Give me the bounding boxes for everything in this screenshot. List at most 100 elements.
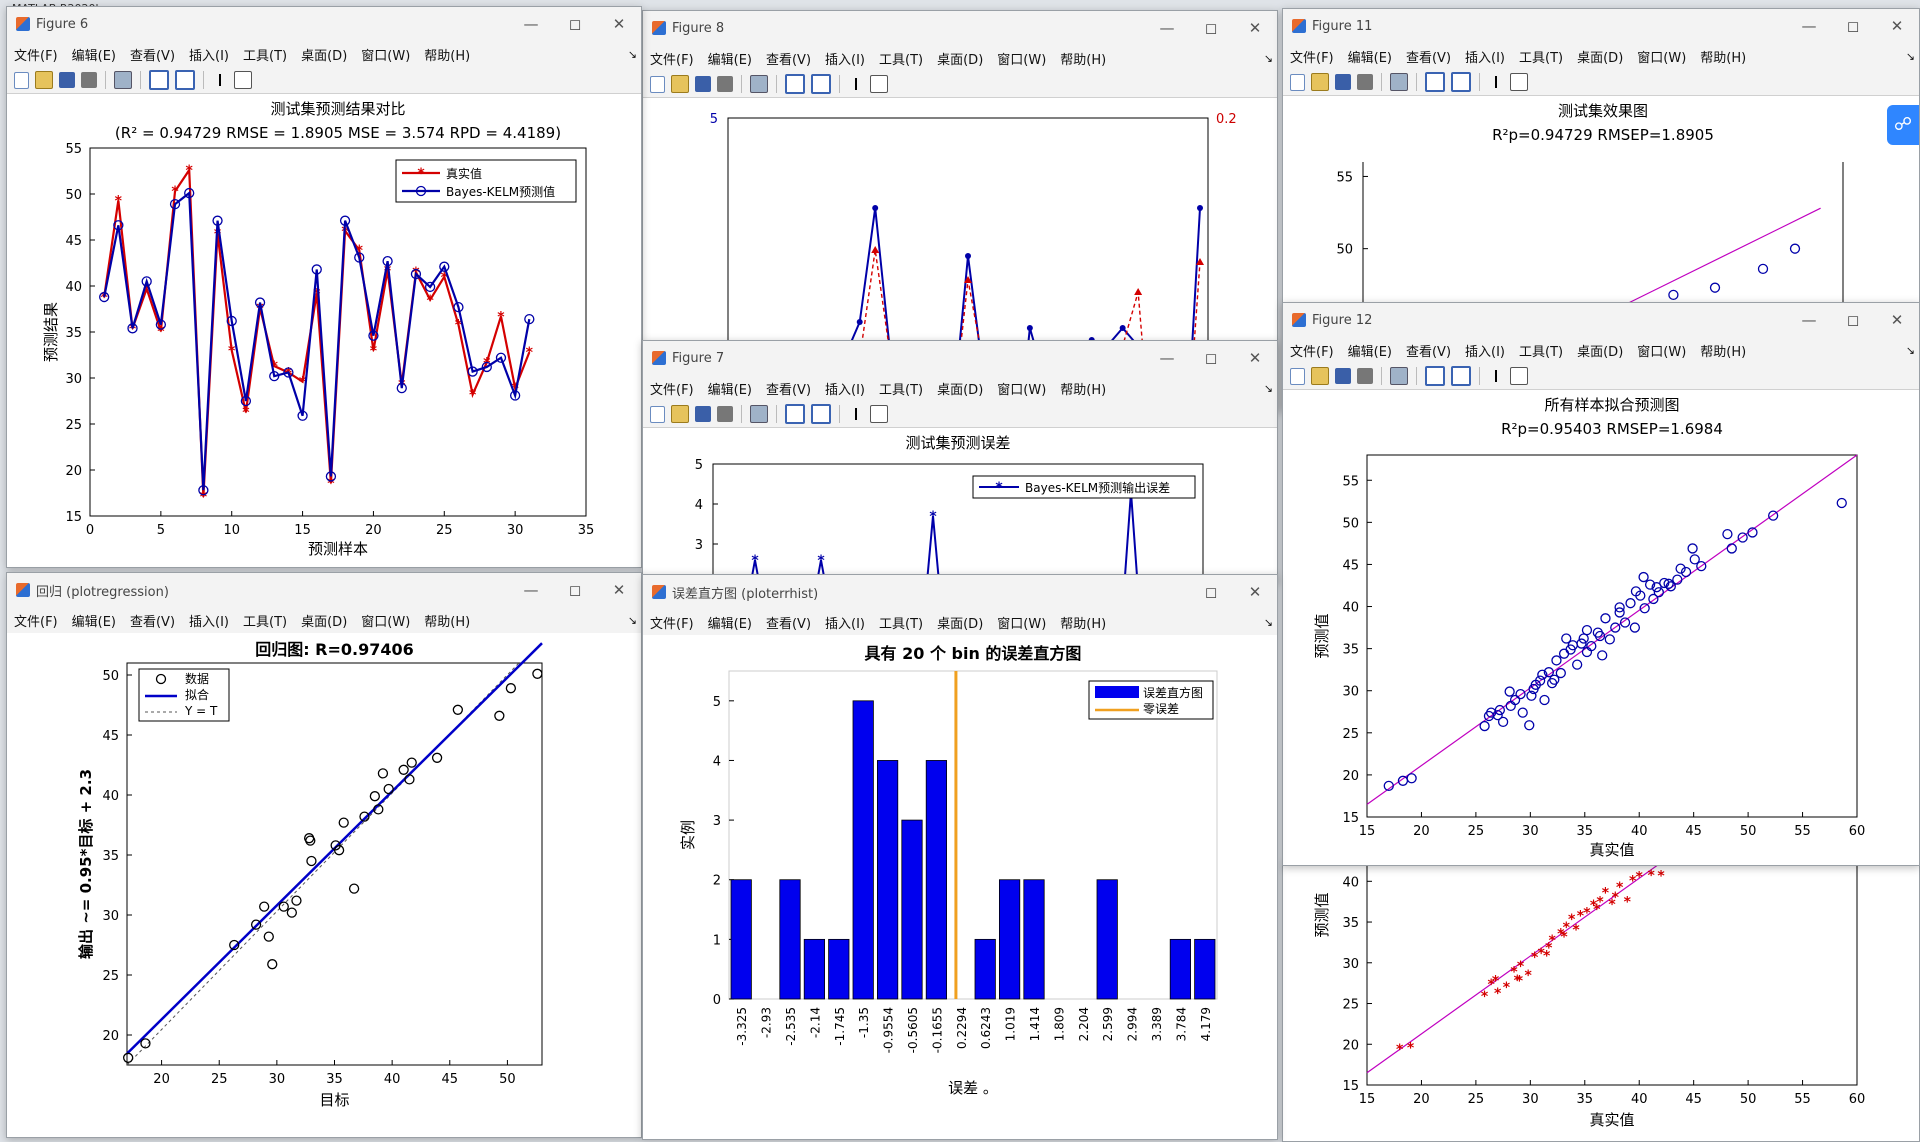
maximize-button[interactable]: ◻ [1204,19,1218,37]
menu-item-4[interactable]: 工具(T) [243,614,288,630]
save-icon[interactable] [695,76,711,92]
menu-item-7[interactable]: 帮助(H) [1060,52,1107,68]
menu-item-1[interactable]: 编辑(E) [1347,344,1392,360]
menu-item-3[interactable]: 插入(I) [189,48,230,64]
print-icon[interactable] [81,72,97,88]
close-button[interactable]: ✕ [1890,17,1904,35]
layout-icon[interactable] [149,70,169,90]
menu-item-0[interactable]: 文件(F) [14,48,58,64]
menu-item-1[interactable]: 编辑(E) [707,382,752,398]
menu-item-5[interactable]: 桌面(D) [1577,50,1624,66]
window-icon[interactable] [750,75,768,93]
new-file-icon[interactable] [234,71,252,89]
menu-item-6[interactable]: 窗口(W) [997,382,1047,398]
new-file-icon[interactable] [870,405,888,423]
menu-item-2[interactable]: 查看(V) [129,48,176,64]
figure-7-window[interactable]: Figure 7 — ◻ ✕ 文件(F) 编辑(E) 查看(V) 插入(I) 工具(T) 桌面(… [642,340,1278,582]
close-button[interactable]: ✕ [1890,311,1904,329]
minimize-button[interactable]: — [1801,17,1817,35]
menu-item-2[interactable]: 查看(V) [765,382,812,398]
pointer-icon[interactable] [1451,366,1471,386]
menu-item-5[interactable]: 桌面(D) [937,382,984,398]
menu-item-7[interactable]: 帮助(H) [1060,616,1107,632]
new-file-icon[interactable] [650,405,665,423]
figure-6-window[interactable]: Figure 6 — ◻ ✕ 文件(F) 编辑(E) 查看(V) 插入(I) 工具(T) 桌面(… [6,6,642,568]
open-folder-icon[interactable] [671,75,689,93]
pointer-icon[interactable] [811,74,831,94]
menu-item-1[interactable]: 编辑(E) [71,48,116,64]
menu-item-5[interactable]: 桌面(D) [937,616,984,632]
open-folder-icon[interactable] [1311,73,1329,91]
menu-item-2[interactable]: 查看(V) [765,52,812,68]
menu-overflow-icon[interactable]: ↘ [1905,343,1915,357]
menu-item-4[interactable]: 工具(T) [1519,50,1564,66]
close-button[interactable]: ✕ [1248,19,1262,37]
new-file-icon[interactable] [1290,367,1305,385]
new-file-icon[interactable] [1510,367,1528,385]
menu-overflow-icon[interactable]: ↘ [1263,381,1273,395]
menu-item-4[interactable]: 工具(T) [1519,344,1564,360]
layout-icon[interactable] [1425,72,1445,92]
layout-icon[interactable] [785,74,805,94]
new-file-icon[interactable] [870,75,888,93]
pointer-icon[interactable] [1451,72,1471,92]
menu-item-7[interactable]: 帮助(H) [424,614,471,630]
menu-item-1[interactable]: 编辑(E) [707,616,752,632]
menu-item-0[interactable]: 文件(F) [1290,50,1334,66]
menu-item-7[interactable]: 帮助(H) [1700,344,1747,360]
menu-item-1[interactable]: 编辑(E) [707,52,752,68]
menu-overflow-icon[interactable]: ↘ [1263,615,1273,629]
menu-item-1[interactable]: 编辑(E) [1347,50,1392,66]
menu-item-5[interactable]: 桌面(D) [937,52,984,68]
menu-item-0[interactable]: 文件(F) [14,614,58,630]
insert-icon[interactable] [848,76,864,92]
save-icon[interactable] [1335,368,1351,384]
new-file-icon[interactable] [1510,73,1528,91]
close-button[interactable]: ✕ [612,581,626,599]
window-icon[interactable] [114,71,132,89]
maximize-button[interactable]: ◻ [1846,311,1860,329]
minimize-button[interactable]: — [523,581,539,599]
insert-icon[interactable] [212,72,228,88]
regression-window[interactable]: 回归 (plotregression) — ◻ ✕ 文件(F) 编辑(E) 查看(V) 插入… [6,572,642,1138]
menu-item-5[interactable]: 桌面(D) [301,48,348,64]
title-bar[interactable]: 回归 (plotregression) — ◻ ✕ [7,573,641,607]
open-folder-icon[interactable] [35,71,53,89]
menu-item-6[interactable]: 窗口(W) [361,48,411,64]
minimize-button[interactable]: — [1159,349,1175,367]
menu-item-0[interactable]: 文件(F) [650,52,694,68]
menu-overflow-icon[interactable]: ↘ [1263,51,1273,65]
new-file-icon[interactable] [1290,73,1305,91]
window-icon[interactable] [1390,367,1408,385]
close-button[interactable]: ✕ [1248,583,1262,601]
insert-icon[interactable] [1488,368,1504,384]
save-icon[interactable] [695,406,711,422]
error-histogram-window[interactable]: 误差直方图 (ploterrhist) ◻ ✕ 文件(F) 编辑(E) 查看(V) 插入(… [642,574,1278,1140]
menu-overflow-icon[interactable]: ↘ [627,613,637,627]
close-button[interactable]: ✕ [1248,349,1262,367]
new-file-icon[interactable] [650,75,665,93]
maximize-button[interactable]: ◻ [1204,583,1218,601]
menu-item-6[interactable]: 窗口(W) [1637,344,1687,360]
menu-item-2[interactable]: 查看(V) [129,614,176,630]
menu-item-1[interactable]: 编辑(E) [71,614,116,630]
menu-item-6[interactable]: 窗口(W) [1637,50,1687,66]
menu-item-2[interactable]: 查看(V) [1405,50,1452,66]
menu-item-6[interactable]: 窗口(W) [997,52,1047,68]
menu-item-4[interactable]: 工具(T) [879,52,924,68]
pointer-icon[interactable] [811,404,831,424]
menu-item-2[interactable]: 查看(V) [765,616,812,632]
layout-icon[interactable] [785,404,805,424]
print-icon[interactable] [1357,74,1373,90]
menu-item-7[interactable]: 帮助(H) [1700,50,1747,66]
save-icon[interactable] [1335,74,1351,90]
close-button[interactable]: ✕ [612,15,626,33]
pointer-icon[interactable] [175,70,195,90]
open-folder-icon[interactable] [1311,367,1329,385]
maximize-button[interactable]: ◻ [1204,349,1218,367]
minimize-button[interactable]: — [523,15,539,33]
layout-icon[interactable] [1425,366,1445,386]
menu-item-0[interactable]: 文件(F) [650,382,694,398]
maximize-button[interactable]: ◻ [568,581,582,599]
print-icon[interactable] [1357,368,1373,384]
